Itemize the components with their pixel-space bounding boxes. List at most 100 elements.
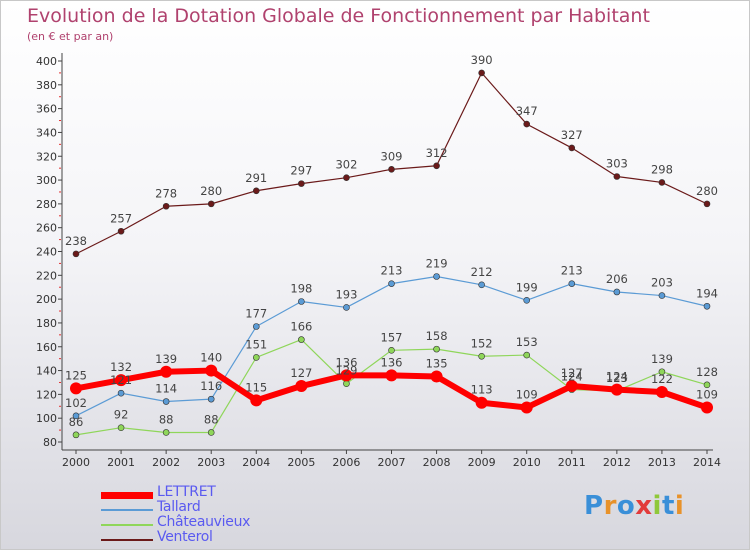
data-label: 280 (696, 184, 718, 198)
data-label: 121 (110, 373, 132, 387)
data-point (72, 250, 80, 258)
data-point (475, 396, 488, 409)
data-label: 158 (426, 329, 448, 343)
data-point (478, 69, 485, 77)
chart-title: Evolution de la Dotation Globale de Fonc… (27, 5, 650, 27)
data-label: 127 (290, 366, 312, 380)
data-label: 86 (69, 415, 84, 429)
data-point (207, 200, 215, 208)
data-point (162, 202, 170, 210)
chart-subtitle: (en € et par an) (27, 30, 114, 43)
data-point (613, 288, 621, 296)
y-tick-label: 240 (36, 246, 57, 259)
data-label: 212 (471, 265, 493, 279)
x-tick-label: 2006 (332, 456, 360, 469)
data-label: 297 (290, 164, 312, 178)
logo-letter: i (674, 491, 685, 521)
data-point (72, 412, 80, 420)
y-tick-label: 280 (36, 198, 57, 211)
data-label: 139 (155, 352, 177, 366)
data-label: 152 (471, 336, 493, 350)
x-tick-label: 2013 (648, 456, 676, 469)
data-label: 157 (381, 330, 403, 344)
data-point (115, 374, 128, 387)
data-label: 280 (200, 184, 222, 198)
logo-letter: x (635, 491, 653, 521)
data-point (298, 180, 305, 187)
legend-swatch (101, 509, 153, 511)
y-tick-label: 100 (36, 412, 57, 425)
logo-letter: t (661, 491, 675, 521)
legend-label: LETTRET (157, 484, 216, 500)
data-point (478, 281, 485, 289)
y-tick-label: 400 (36, 55, 57, 68)
data-label: 140 (200, 351, 222, 365)
data-point (565, 380, 578, 393)
data-label: 109 (696, 387, 718, 401)
data-label: 139 (651, 352, 673, 366)
data-point (70, 382, 82, 395)
data-point (385, 369, 398, 382)
data-point (340, 369, 353, 382)
data-label: 88 (159, 412, 174, 426)
data-point (433, 345, 440, 353)
data-point (433, 162, 440, 170)
data-point (252, 354, 260, 361)
data-point (433, 273, 440, 280)
x-tick-label: 2014 (693, 456, 721, 469)
x-tick-label: 2001 (107, 456, 135, 469)
data-point (568, 280, 576, 287)
legend-swatch (101, 491, 153, 499)
data-point (388, 347, 395, 354)
data-label: 125 (65, 368, 87, 382)
data-label: 206 (606, 272, 628, 286)
data-point (295, 380, 308, 393)
legend-swatch (101, 524, 153, 526)
data-label: 129 (335, 364, 357, 378)
x-tick-label: 2007 (378, 456, 406, 469)
data-point (523, 351, 531, 359)
data-label: 213 (381, 264, 403, 278)
data-point (703, 381, 711, 389)
data-point (205, 364, 218, 377)
data-point (160, 365, 173, 378)
data-label: 115 (245, 380, 267, 394)
data-label: 113 (471, 383, 493, 397)
data-label: 136 (335, 355, 357, 369)
y-tick-label: 120 (36, 388, 57, 401)
y-tick-label: 220 (36, 269, 57, 282)
y-tick-label: 380 (36, 79, 57, 92)
data-label: 199 (516, 280, 538, 294)
y-tick-label: 340 (36, 126, 57, 139)
y-tick-label: 300 (36, 174, 57, 187)
data-point (117, 389, 125, 397)
data-label: 257 (110, 211, 132, 225)
data-label: 128 (696, 365, 718, 379)
x-tick-label: 2002 (152, 456, 180, 469)
data-point (430, 370, 443, 383)
logo-letter: r (603, 491, 617, 521)
logo-letter: o (616, 491, 636, 521)
x-tick-label: 2000 (62, 456, 90, 469)
data-point (298, 298, 305, 305)
data-label: 219 (426, 257, 448, 271)
data-label: 193 (335, 287, 357, 301)
data-point (207, 429, 215, 436)
data-point (703, 200, 711, 208)
data-label: 166 (290, 320, 312, 334)
data-point (701, 401, 713, 414)
data-point (117, 424, 125, 432)
data-point (658, 368, 666, 376)
x-tick-label: 2011 (558, 456, 586, 469)
data-label: 124 (606, 370, 628, 384)
data-label: 109 (516, 387, 538, 401)
data-point (568, 144, 576, 152)
data-label: 122 (651, 372, 673, 386)
data-label: 177 (245, 307, 267, 321)
data-point (613, 173, 621, 180)
data-label: 153 (516, 335, 538, 349)
data-point (343, 174, 350, 181)
data-label: 390 (471, 53, 493, 67)
